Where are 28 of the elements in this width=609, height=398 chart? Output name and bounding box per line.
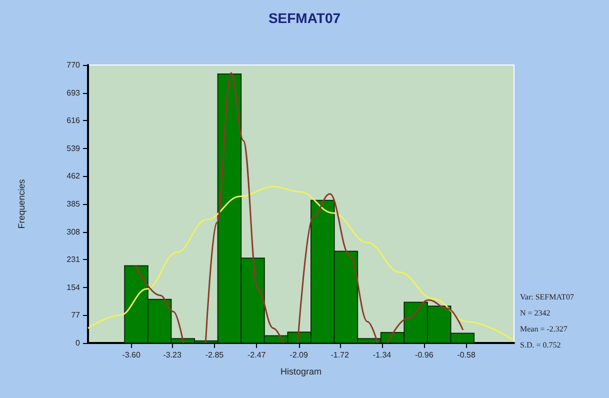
text: N = 2342	[520, 308, 550, 318]
y-tick-label: 154	[66, 282, 81, 292]
y-tick-label: 0	[76, 338, 81, 348]
y-tick-label: 693	[66, 88, 81, 98]
text: Mean = -2.327	[520, 324, 568, 334]
y-tick-label: 770	[66, 60, 81, 70]
x-tick-label: -2.09	[290, 350, 308, 360]
y-tick-label: 77	[71, 310, 81, 320]
y-axis-title: Frequencies	[16, 178, 26, 229]
y-tick-label: 308	[66, 227, 81, 236]
line-series	[87, 186, 514, 340]
x-tick-label: -1.34	[372, 350, 392, 360]
x-tick-label: -2.85	[205, 350, 224, 360]
x-tick-label: -3.60	[122, 350, 141, 360]
x-tick-label: -2.47	[248, 350, 266, 360]
y-tick-label: 462	[66, 172, 81, 181]
y-tick-label: 385	[66, 200, 81, 208]
x-tick-label: -0.58	[457, 350, 476, 360]
y-tick-label: 539	[66, 144, 81, 153]
y-tick-label: 616	[66, 116, 81, 126]
x-axis-title: Histogram	[280, 366, 322, 376]
chart-title: SEFMAT07	[268, 10, 341, 26]
text: S.D. = 0.752	[520, 340, 561, 350]
x-tick-label: -3.23	[163, 350, 182, 360]
text: Var: SEFMAT07	[520, 292, 574, 302]
x-tick-label: -1.72	[330, 350, 350, 360]
y-tick-label: 231	[66, 255, 81, 264]
x-tick-label: -0.96	[415, 350, 434, 360]
